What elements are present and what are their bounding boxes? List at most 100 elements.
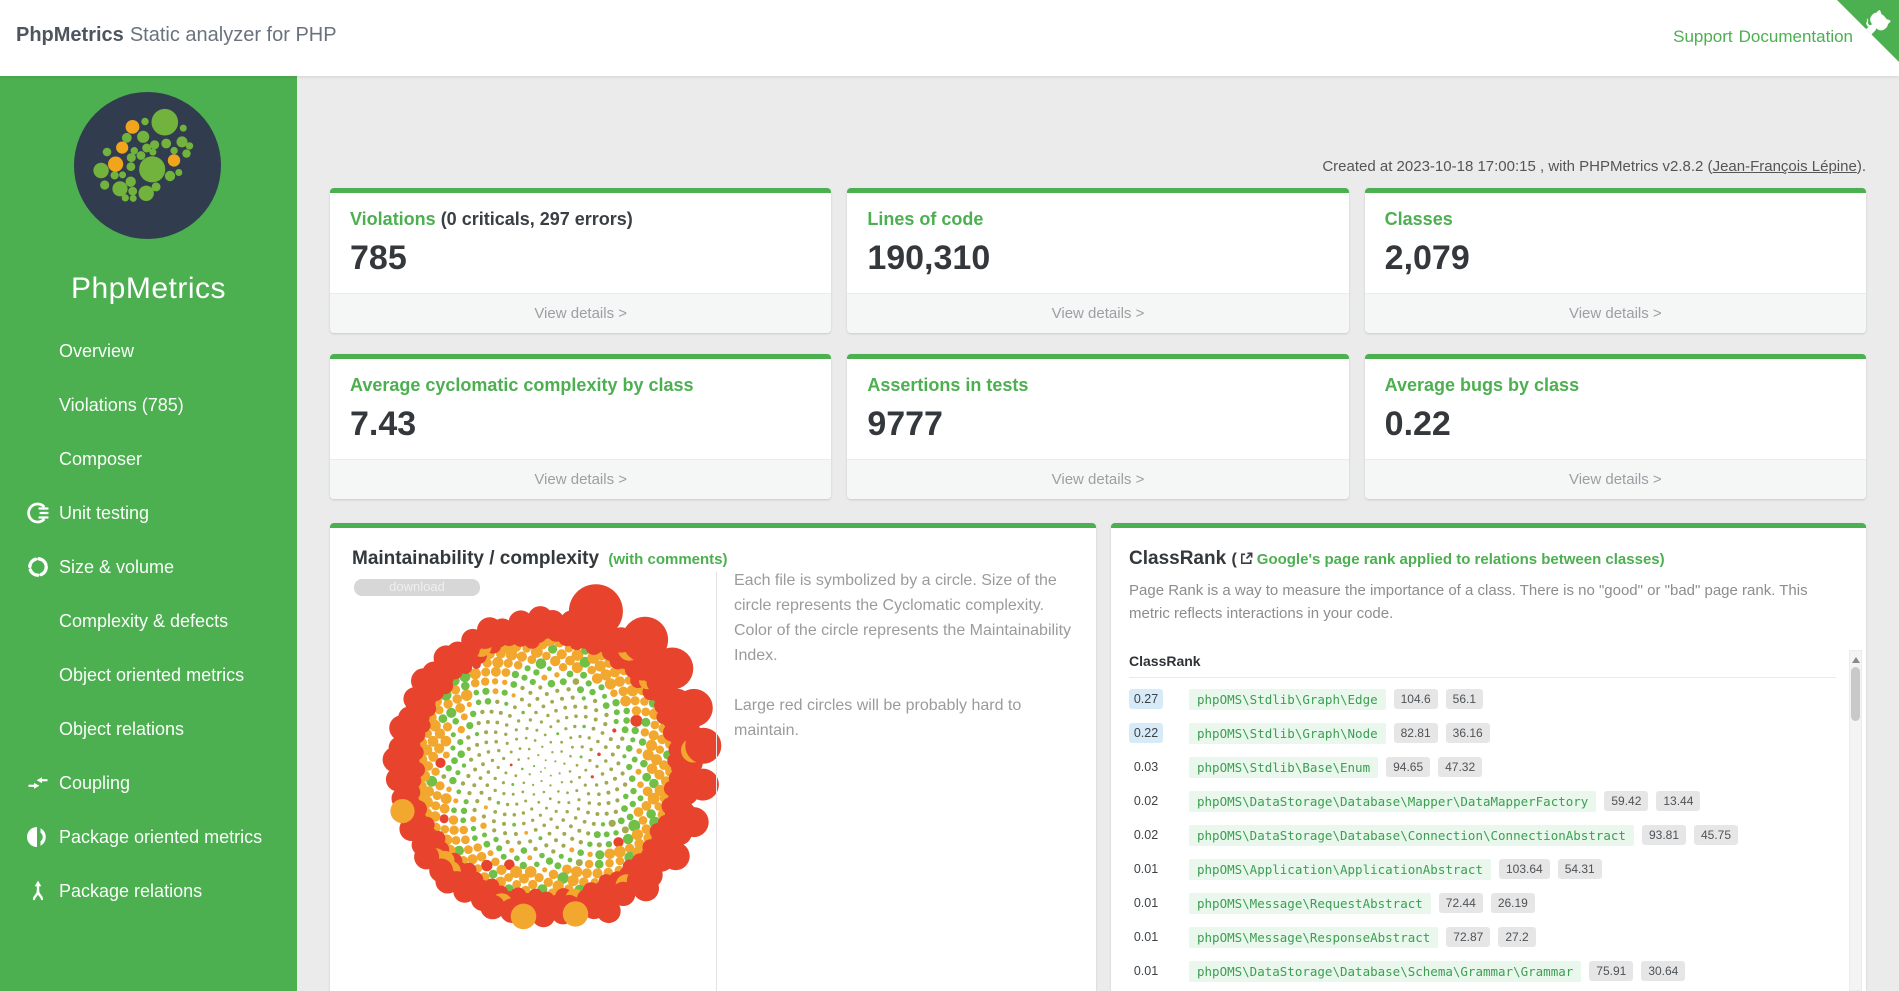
sidebar-item-object-oriented-metrics[interactable]: Object oriented metrics	[0, 648, 297, 702]
class-name-link[interactable]: phpOMS\DataStorage\Database\Schema\Gramm…	[1189, 960, 1582, 982]
top-link-documentation[interactable]: Documentation	[1738, 27, 1853, 46]
class-name-link[interactable]: phpOMS\Stdlib\Base\Enum	[1189, 756, 1379, 778]
view-details-link[interactable]: View details >	[847, 459, 1349, 499]
rank-value: 0.03	[1133, 760, 1159, 774]
sidebar-item-package-oriented-metrics[interactable]: Package oriented metrics	[0, 810, 297, 864]
stat-title-text: Violations	[350, 209, 436, 229]
topbar: PhpMetrics Static analyzer for PHP Suppor…	[0, 0, 1899, 76]
stat-card-classes: Classes 2,079 View details >	[1364, 188, 1866, 333]
main-content: Created at 2023-10-18 17:00:15 , with PH…	[297, 76, 1899, 991]
sidebar-item-label: Size & volume	[59, 557, 175, 577]
classrank-rows: 0.27 phpOMS\Stdlib\Graph\Edge 104.6 56.1 0.2…	[1129, 682, 1836, 991]
sidebar-item-label: Package relations	[59, 881, 203, 901]
scrollbar[interactable]	[1849, 650, 1862, 991]
external-link-icon	[1239, 550, 1254, 565]
view-details-link[interactable]: View details >	[1364, 293, 1866, 333]
classrank-row: 0.27 phpOMS\Stdlib\Graph\Edge 104.6 56.1	[1129, 682, 1836, 716]
classrank-title: ClassRank ( Google's page rank applied to…	[1111, 528, 1866, 570]
sidebar-item-overview[interactable]: Overview	[0, 324, 297, 378]
scroll-up-arrow-icon[interactable]	[1851, 653, 1860, 663]
class-name-link[interactable]: phpOMS\Message\RequestAbstract	[1189, 892, 1431, 914]
stat-card-lines-of-code: Lines of code 190,310 View details >	[847, 188, 1349, 333]
sidebar-item-label: Package oriented metrics	[59, 827, 263, 847]
class-name-link[interactable]: phpOMS\Stdlib\Graph\Edge	[1189, 688, 1386, 710]
stat-title-text: Lines of code	[867, 209, 984, 229]
rank-value: 0.01	[1133, 964, 1159, 978]
metric-badge: 93.81	[1641, 825, 1686, 845]
metric-badge: 13.44	[1656, 791, 1701, 811]
pie-icon	[26, 825, 50, 849]
view-details-link[interactable]: View details >	[847, 293, 1349, 333]
sidebar-item-complexity-defects[interactable]: Complexity & defects	[0, 594, 297, 648]
stat-value: 9777	[867, 405, 943, 443]
rank-value: 0.01	[1133, 896, 1159, 910]
stat-card-title: Assertions in tests	[847, 359, 1348, 396]
download-button[interactable]: download	[354, 579, 480, 596]
classrank-title-text: ClassRank	[1129, 548, 1227, 569]
stat-value: 0.22	[1384, 405, 1451, 443]
sidebar-item-package-relations[interactable]: Package relations	[0, 864, 297, 918]
maintainability-description: Each file is symbolized by a circle. Siz…	[734, 568, 1082, 743]
sidebar-item-label: Composer	[59, 449, 143, 469]
stat-value: 7.43	[350, 405, 417, 443]
view-details-link[interactable]: View details >	[330, 293, 832, 333]
sidebar-item-label: Violations (785)	[59, 395, 184, 415]
class-name-link[interactable]: phpOMS\Application\ApplicationAbstract	[1189, 858, 1491, 880]
stat-title-text: Assertions in tests	[867, 375, 1029, 395]
class-name-link[interactable]: phpOMS\Message\ResponseAbstract	[1189, 926, 1439, 948]
stat-card-title: Lines of code	[847, 193, 1348, 230]
rank-value: 0.01	[1133, 862, 1159, 876]
created-text: Created at 2023-10-18 17:00:15 , with PH…	[1322, 158, 1713, 175]
classrank-row: 0.01 phpOMS\Application\ApplicationAbstra…	[1129, 852, 1836, 886]
pagerank-doc-link[interactable]: Google's page rank applied to relations …	[1256, 551, 1665, 568]
stat-value: 190,310	[867, 239, 991, 277]
metric-badge: 27.2	[1498, 927, 1536, 947]
rank-value: 0.22	[1129, 723, 1163, 743]
stat-card-violations: Violations (0 criticals, 297 errors) 785 V…	[330, 188, 832, 333]
stat-value: 785	[350, 239, 407, 277]
metric-badge: 72.87	[1446, 927, 1491, 947]
rank-value: 0.01	[1133, 930, 1159, 944]
stat-title-suffix: (0 criticals, 297 errors)	[435, 209, 633, 229]
scrollbar-thumb[interactable]	[1851, 667, 1860, 721]
classrank-row: 0.01 phpOMS\Message\RequestAbstract 72.44 2…	[1129, 886, 1836, 920]
metric-badge: 36.16	[1445, 723, 1490, 743]
maintainability-title: Maintainability / complexity (with comme…	[330, 528, 1096, 570]
sidebar-item-object-relations[interactable]: Object relations	[0, 702, 297, 756]
classrank-paren: (	[1231, 551, 1237, 568]
stat-card-title: Average bugs by class	[1365, 359, 1866, 396]
sidebar-item-label: Coupling	[59, 773, 131, 793]
metric-badge: 47.32	[1438, 757, 1483, 777]
split-icon	[26, 879, 50, 903]
sidebar-item-coupling[interactable]: Coupling	[0, 756, 297, 810]
metric-badge: 56.1	[1445, 689, 1484, 709]
brand-name: PhpMetrics	[16, 24, 124, 46]
sidebar-item-violations-785[interactable]: Violations (785)	[0, 378, 297, 432]
sidebar-item-size-volume[interactable]: Size & volume	[0, 540, 297, 594]
sidebar-item-unit-testing[interactable]: Unit testing	[0, 486, 297, 540]
rank-value: 0.27	[1129, 689, 1163, 709]
class-name-link[interactable]: phpOMS\DataStorage\Database\Mapper\DataM…	[1189, 790, 1597, 812]
sidebar-item-composer[interactable]: Composer	[0, 432, 297, 486]
metric-badge: 75.91	[1589, 961, 1634, 981]
rank-value: 0.02	[1133, 794, 1159, 808]
author-link[interactable]: Jean-François Lépine	[1712, 158, 1857, 175]
class-name-link[interactable]: phpOMS\DataStorage\Database\Connection\C…	[1189, 824, 1634, 846]
top-link-support[interactable]: Support	[1673, 27, 1733, 46]
classrank-row: 0.02 phpOMS\DataStorage\Database\Connecti…	[1129, 818, 1836, 852]
sidebar-item-label: Unit testing	[59, 503, 150, 523]
metric-badge: 54.31	[1557, 859, 1602, 879]
view-details-link[interactable]: View details >	[330, 459, 832, 499]
sidebar-item-label: Complexity & defects	[59, 611, 229, 631]
description-paragraph: Each file is symbolized by a circle. Siz…	[734, 572, 1072, 664]
maintainability-card: Maintainability / complexity (with comme…	[330, 523, 1096, 991]
view-details-link[interactable]: View details >	[1364, 459, 1866, 499]
created-suffix: ).	[1856, 158, 1866, 175]
stat-row-2: Average cyclomatic complexity by class 7.…	[330, 354, 1866, 499]
maintainability-title-text: Maintainability / complexity	[352, 548, 600, 569]
brand-subtitle: Static analyzer for PHP	[129, 24, 337, 46]
class-name-link[interactable]: phpOMS\Stdlib\Graph\Node	[1189, 722, 1386, 744]
metric-badge: 103.64	[1498, 859, 1550, 879]
top-links: Support Documentation	[1667, 27, 1853, 47]
github-corner-icon[interactable]	[1837, 0, 1899, 62]
